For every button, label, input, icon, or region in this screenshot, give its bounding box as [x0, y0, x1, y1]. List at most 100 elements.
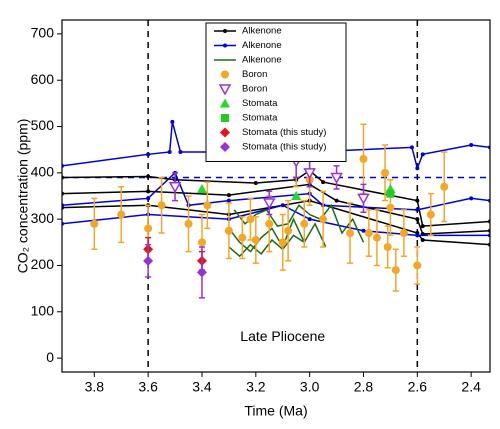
point — [415, 217, 420, 222]
point — [359, 154, 368, 163]
point — [224, 226, 233, 235]
point — [184, 219, 193, 228]
point — [168, 181, 182, 194]
point — [246, 215, 255, 224]
point — [399, 229, 408, 238]
x-tick-label: 2.8 — [354, 379, 374, 395]
x-tick-label: 3.8 — [85, 379, 105, 395]
y-axis-label: CO₂ concentration (ppm) — [15, 119, 31, 274]
legend-marker — [220, 98, 230, 108]
point — [90, 219, 99, 228]
point — [284, 226, 293, 235]
y-tick-label: 700 — [31, 25, 55, 41]
point — [226, 198, 231, 203]
point — [357, 193, 370, 205]
series-line — [233, 203, 365, 243]
point — [146, 196, 151, 201]
point — [426, 210, 435, 219]
point — [346, 229, 355, 238]
point — [420, 224, 425, 229]
point — [307, 217, 312, 222]
point — [178, 150, 183, 154]
point — [303, 168, 316, 180]
x-tick-label: 3.4 — [192, 379, 212, 395]
point — [330, 172, 343, 185]
point — [319, 215, 328, 224]
point — [415, 166, 420, 171]
point — [361, 228, 366, 233]
legend-label: Stomata — [242, 98, 278, 109]
point — [253, 181, 258, 186]
x-axis-label: Time (Ma) — [244, 403, 307, 419]
x-tick-label: 2.6 — [408, 379, 428, 395]
legend-marker — [221, 70, 229, 79]
series-line — [62, 204, 490, 237]
point — [117, 210, 126, 219]
point — [146, 189, 151, 194]
point — [226, 193, 231, 198]
x-tick-label: 2.4 — [461, 379, 481, 395]
point — [469, 143, 474, 148]
point — [196, 184, 207, 194]
y-tick-label: 400 — [31, 164, 55, 180]
y-tick-label: 300 — [31, 210, 55, 226]
point — [409, 145, 414, 150]
point — [203, 201, 212, 210]
point — [321, 180, 326, 185]
point — [251, 236, 260, 244]
legend-label: Boron — [242, 69, 267, 80]
point — [415, 233, 420, 238]
point — [300, 219, 309, 228]
legend-label: Stomata (this study) — [242, 127, 326, 138]
point — [372, 233, 381, 242]
point — [278, 238, 287, 247]
annotation: Late Pliocene — [240, 328, 325, 344]
point — [413, 261, 422, 270]
point — [383, 242, 392, 251]
point — [170, 119, 175, 124]
series-line — [228, 234, 305, 258]
legend-label: Boron — [242, 84, 267, 95]
legend-marker — [220, 142, 230, 152]
x-tick-label: 3.0 — [300, 379, 320, 395]
point — [146, 152, 151, 157]
series-line — [62, 169, 490, 227]
series-line — [228, 217, 327, 253]
legend-label: Stomata — [242, 113, 278, 124]
legend-label: Alkenone — [242, 40, 282, 51]
y-tick-label: 0 — [46, 349, 54, 365]
plot-frame — [61, 19, 491, 373]
point — [167, 150, 172, 154]
legend-label: Stomata (this study) — [242, 142, 326, 153]
point — [262, 198, 276, 210]
point — [280, 203, 285, 208]
point — [157, 201, 166, 210]
legend-marker — [220, 127, 230, 138]
point — [364, 229, 373, 238]
point — [144, 224, 153, 233]
legend-marker — [223, 29, 227, 33]
legend-label: Alkenone — [242, 55, 282, 66]
point — [238, 233, 247, 242]
x-tick-label: 3.2 — [246, 379, 266, 395]
point — [381, 168, 390, 177]
y-tick-label: 500 — [31, 117, 55, 133]
point — [146, 174, 151, 179]
point — [143, 255, 154, 266]
point — [291, 191, 302, 200]
legend-marker — [221, 114, 229, 122]
point — [415, 198, 420, 203]
point — [420, 152, 425, 157]
point — [196, 267, 207, 278]
point — [391, 266, 400, 275]
point — [386, 203, 395, 212]
point — [334, 198, 339, 203]
y-tick-label: 600 — [31, 71, 55, 87]
legend-marker — [223, 43, 227, 48]
y-tick-label: 200 — [31, 256, 55, 272]
point — [386, 189, 395, 198]
legend-label: Alkenone — [242, 26, 282, 37]
point — [265, 219, 274, 228]
y-tick-label: 100 — [31, 302, 55, 318]
x-tick-label: 3.6 — [138, 379, 158, 395]
